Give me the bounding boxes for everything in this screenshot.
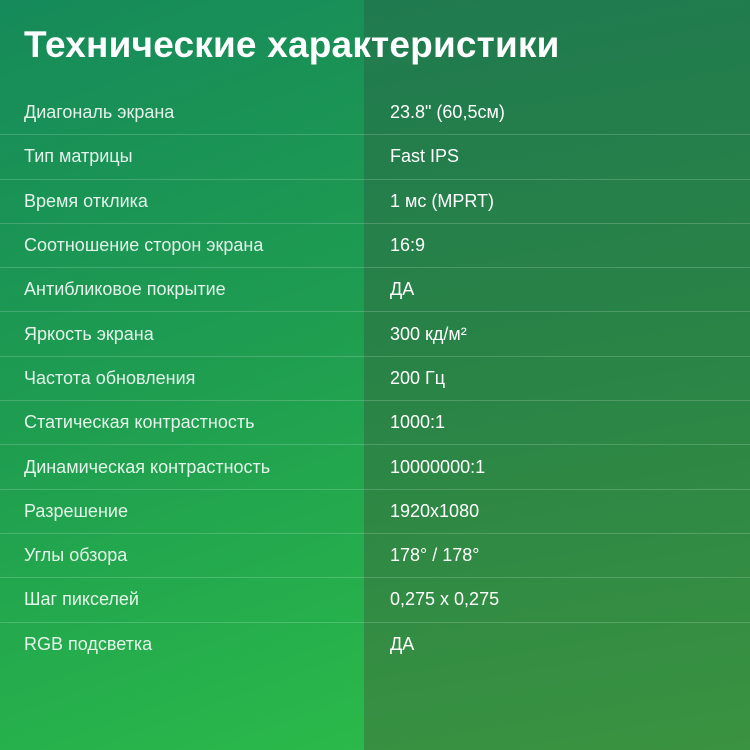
spec-row: Частота обновления 200 Гц	[0, 357, 750, 402]
spec-label: Диагональ экрана	[24, 102, 175, 123]
spec-label: Яркость экрана	[24, 323, 154, 344]
spec-value: 0,275 x 0,275	[390, 589, 500, 610]
spec-value: 1000:1	[390, 412, 446, 433]
spec-value: 300 кд/м²	[390, 323, 467, 344]
spec-label: Углы обзора	[24, 545, 128, 566]
spec-value: 10000000:1	[390, 456, 486, 477]
spec-row: Шаг пикселей 0,275 x 0,275	[0, 578, 750, 623]
spec-row: Время отклика 1 мс (MPRT)	[0, 180, 750, 224]
spec-label: Разрешение	[24, 500, 128, 521]
value-column-background	[364, 0, 750, 750]
spec-row: Соотношение сторон экрана 16:9	[0, 224, 750, 269]
spec-value: 23.8" (60,5см)	[390, 102, 505, 123]
spec-row: Разрешение 1920x1080	[0, 490, 750, 534]
spec-table: Диагональ экрана 23.8" (60,5см) Тип матриц…	[0, 91, 750, 667]
spec-value: 1 мс (MPRT)	[390, 190, 495, 211]
spec-row: Яркость экрана 300 кд/м²	[0, 312, 750, 357]
spec-value: 178° / 178°	[390, 545, 480, 566]
spec-row: Диагональ экрана 23.8" (60,5см)	[0, 91, 750, 136]
spec-value: ДА	[390, 634, 415, 655]
spec-row: Динамическая контрастность 10000000:1	[0, 445, 750, 490]
spec-row: Статическая контрастность 1000:1	[0, 401, 750, 446]
spec-label: Время отклика	[24, 190, 148, 211]
spec-value: 1920x1080	[390, 500, 480, 521]
spec-row: Углы обзора 178° / 178°	[0, 534, 750, 579]
spec-label: RGB подсветка	[24, 634, 153, 655]
spec-row: Тип матрицы Fast IPS	[0, 135, 750, 180]
spec-label: Соотношение сторон экрана	[24, 235, 264, 256]
spec-label: Антибликовое покрытие	[24, 279, 226, 300]
spec-row: Антибликовое покрытие ДА	[0, 268, 750, 313]
spec-value: 16:9	[390, 235, 426, 256]
spec-label: Динамическая контрастность	[24, 456, 271, 477]
spec-label: Тип матрицы	[24, 146, 133, 167]
spec-label: Статическая контрастность	[24, 412, 255, 433]
spec-label: Шаг пикселей	[24, 589, 139, 610]
spec-label: Частота обновления	[24, 367, 196, 388]
page-title: Технические характеристики	[24, 24, 560, 65]
spec-value: Fast IPS	[390, 146, 460, 167]
spec-row: RGB подсветка ДА	[0, 623, 750, 667]
spec-value: 200 Гц	[390, 367, 446, 388]
spec-value: ДА	[390, 279, 415, 300]
